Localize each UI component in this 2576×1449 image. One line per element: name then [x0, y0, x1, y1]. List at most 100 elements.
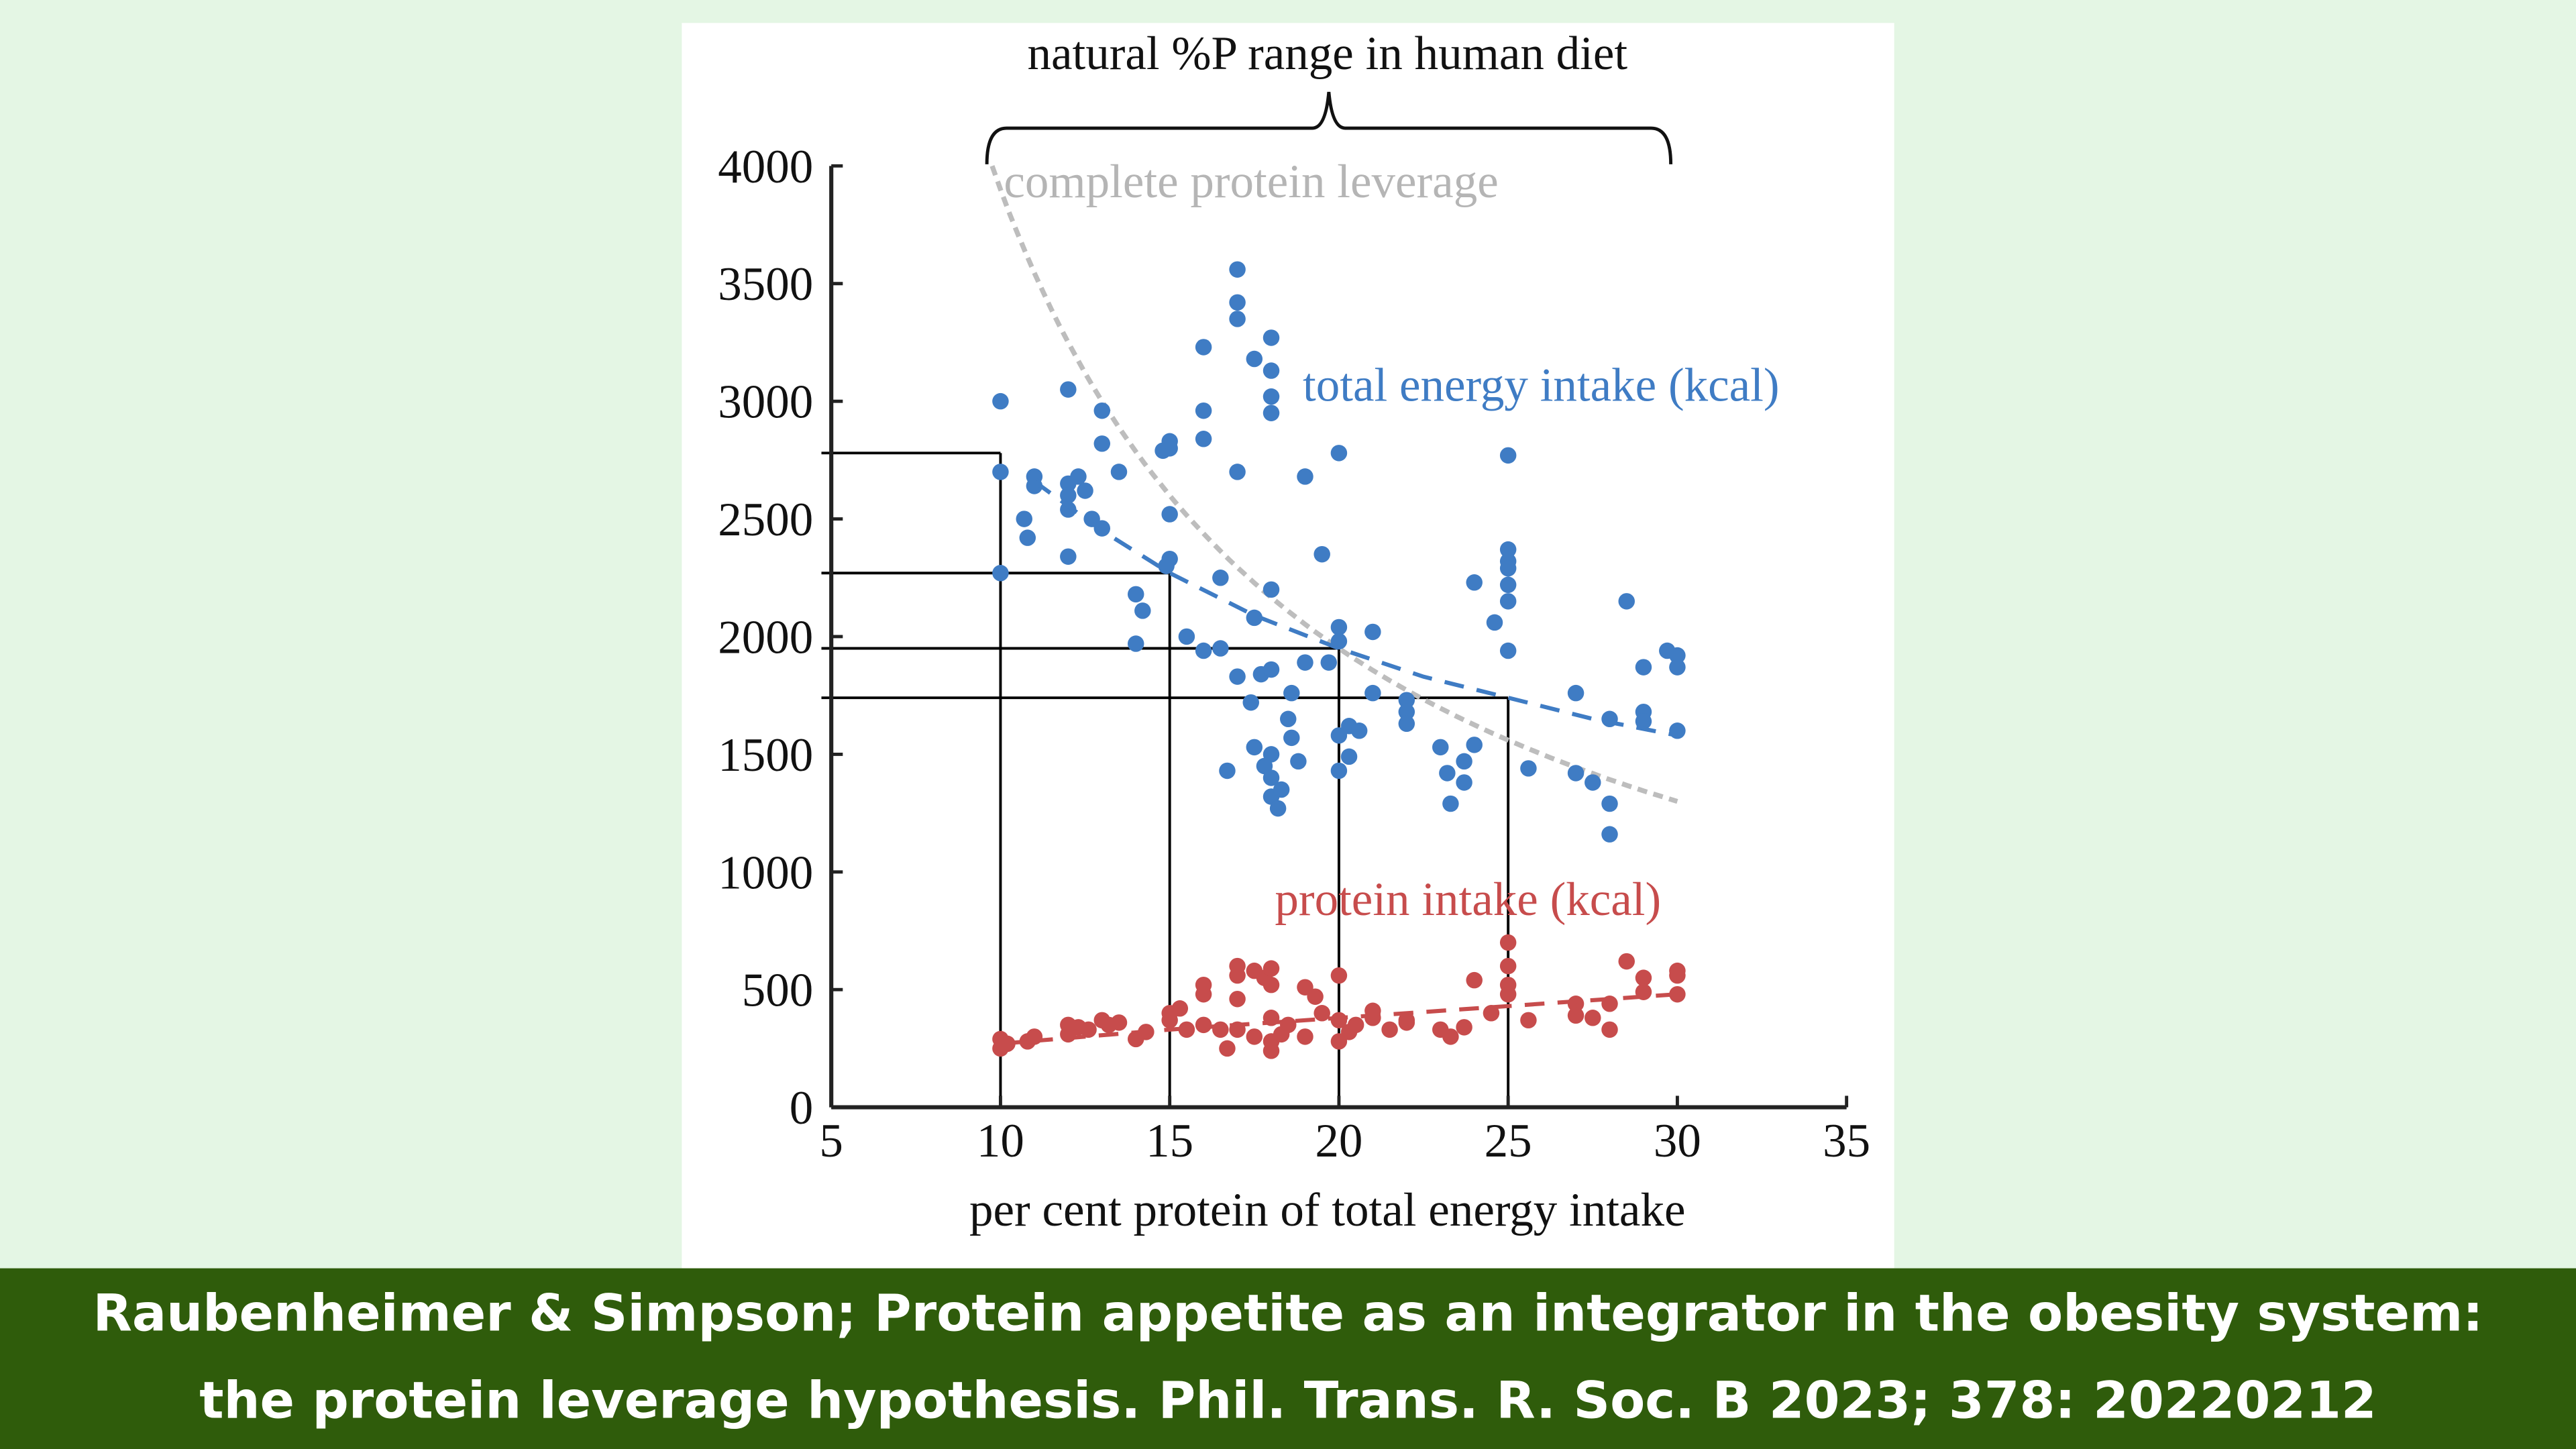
energy-point: [1195, 431, 1212, 447]
energy-point: [1158, 557, 1175, 574]
energy-point: [1229, 261, 1246, 278]
energy-point: [1283, 729, 1300, 747]
y-tick-label: 2500: [718, 494, 813, 546]
protein-point: [1246, 1028, 1263, 1045]
protein-point: [1669, 985, 1686, 1003]
energy-point: [1229, 464, 1246, 480]
energy-point: [1486, 614, 1503, 631]
energy-point: [1330, 445, 1348, 462]
energy-point: [1110, 464, 1128, 480]
energy-point: [1499, 593, 1517, 610]
chart-panel: [682, 23, 1894, 1269]
protein-point: [1297, 1028, 1313, 1045]
protein-point: [1499, 985, 1517, 1003]
energy-point: [1212, 570, 1229, 586]
energy-point: [1340, 748, 1358, 765]
protein-point: [1618, 953, 1635, 970]
energy-point: [1283, 684, 1300, 702]
energy-point: [1060, 548, 1077, 565]
energy-point: [1669, 722, 1686, 739]
energy-point: [1439, 765, 1456, 782]
energy-point: [1212, 640, 1229, 657]
energy-point: [1567, 684, 1585, 702]
protein-point: [1499, 957, 1517, 975]
energy-point: [1263, 362, 1280, 379]
energy-point: [1127, 635, 1144, 652]
energy-point: [1499, 559, 1517, 577]
leverage-label: complete protein leverage: [1004, 156, 1498, 208]
energy-point: [1398, 703, 1415, 720]
energy-point: [1520, 760, 1537, 777]
protein-point: [1499, 934, 1517, 951]
y-tick-label: 3500: [718, 258, 813, 311]
energy-point: [1229, 668, 1246, 685]
protein-point: [1263, 960, 1280, 977]
protein-point: [1307, 988, 1324, 1005]
y-tick-label: 1000: [718, 847, 813, 899]
natural-range-brace: [985, 91, 1673, 164]
energy-point: [1263, 388, 1280, 405]
protein-point: [1313, 1005, 1330, 1022]
energy-point: [1263, 769, 1280, 786]
energy-point: [1263, 329, 1280, 346]
energy-point: [1456, 753, 1472, 770]
energy-point: [1297, 468, 1313, 485]
energy-point: [1466, 574, 1483, 591]
protein-point: [1635, 969, 1652, 986]
protein-point: [1669, 967, 1686, 984]
protein-point: [1456, 1019, 1472, 1036]
energy-point: [1242, 694, 1259, 711]
protein-point: [1567, 1007, 1585, 1024]
energy-point: [1364, 684, 1381, 702]
energy-point: [1398, 692, 1415, 708]
energy-point: [1297, 654, 1313, 671]
energy-point: [1499, 447, 1517, 464]
axes: [829, 164, 1849, 1110]
energy-point: [1364, 623, 1381, 641]
citation-line-2: the protein leverage hypothesis. Phil. T…: [199, 1371, 2377, 1432]
protein-fit-line: [1000, 992, 1678, 1046]
energy-point: [992, 565, 1009, 582]
energy-point: [1060, 487, 1077, 504]
energy-point: [1060, 381, 1077, 398]
protein-point: [1263, 976, 1280, 994]
energy-point: [1432, 739, 1449, 756]
y-tick-label: 0: [790, 1082, 814, 1134]
y-tick-label: 4000: [718, 141, 813, 193]
energy-point: [1195, 642, 1212, 659]
citation-line-1: Raubenheimer & Simpson; Protein appetite…: [93, 1285, 2483, 1344]
protein-point: [1381, 1021, 1398, 1038]
energy-point: [1246, 739, 1263, 756]
y-tick-label: 2000: [718, 611, 813, 663]
citation-caption: Raubenheimer & Simpson; Protein appetite…: [0, 1268, 2576, 1449]
energy-point: [1330, 762, 1348, 780]
energy-point: [1499, 642, 1517, 659]
energy-point: [1019, 529, 1036, 546]
energy-point: [1635, 659, 1652, 676]
energy-point: [1178, 628, 1195, 645]
energy-point: [1093, 435, 1111, 452]
energy-point: [1280, 710, 1297, 728]
x-tick-label: 10: [977, 1115, 1024, 1167]
protein-point: [1601, 1021, 1618, 1038]
y-tick-label: 500: [742, 965, 814, 1017]
energy-point: [1077, 482, 1093, 499]
energy-point: [1456, 774, 1472, 791]
protein-point: [1466, 971, 1483, 989]
energy-point: [1016, 511, 1032, 527]
energy-point: [1246, 350, 1263, 368]
protein-point: [1171, 1000, 1189, 1017]
energy-point: [1669, 659, 1686, 676]
x-tick-label: 35: [1823, 1115, 1870, 1167]
y-tick-label: 1500: [718, 729, 813, 782]
energy-point: [1635, 713, 1652, 730]
energy-point: [1618, 593, 1635, 610]
energy-point: [1070, 468, 1087, 485]
energy-point: [1093, 402, 1111, 419]
energy-point: [1195, 402, 1212, 419]
energy-point: [1320, 654, 1338, 671]
energy-point: [1229, 294, 1246, 311]
energy-point: [1134, 602, 1151, 619]
protein-point: [1219, 1040, 1236, 1057]
energy-point: [992, 392, 1009, 410]
